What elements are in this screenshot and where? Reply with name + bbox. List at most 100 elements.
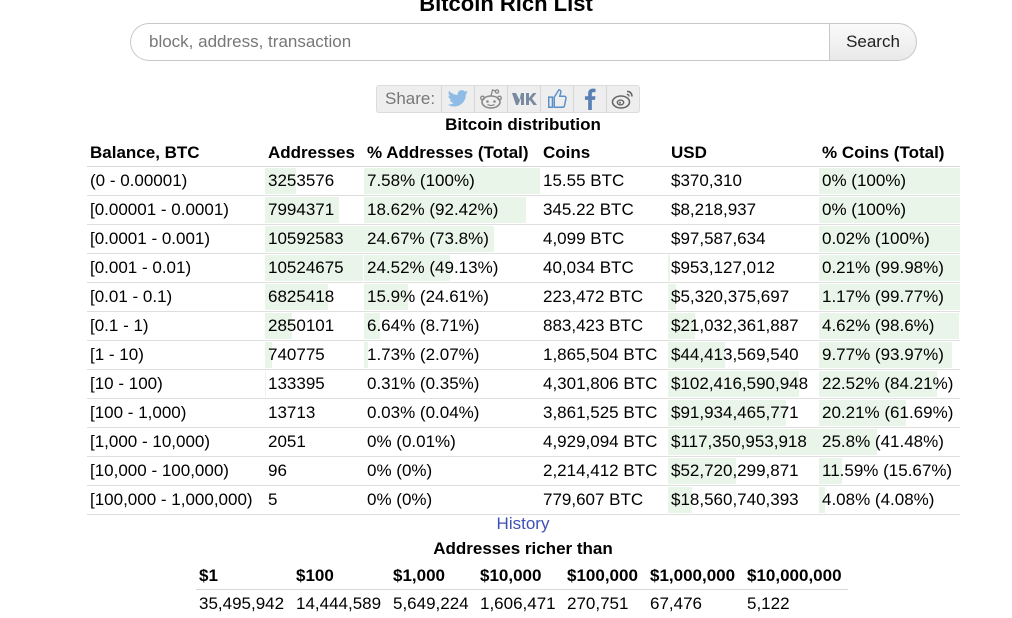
header-pct-addresses: % Addresses (Total) xyxy=(364,139,540,167)
addresses-cell-text: 10524675 xyxy=(268,258,344,277)
pct-addresses-cell: 0% (0%) xyxy=(364,457,540,486)
pct-addresses-cell: 15.9% (24.61%) xyxy=(364,283,540,312)
usd-cell-text: $18,560,740,393 xyxy=(671,490,799,509)
usd-cell: $97,587,634 xyxy=(668,225,819,254)
pct-addresses-cell-text: 0% (0%) xyxy=(367,490,432,509)
coins-cell: 4,929,094 BTC xyxy=(540,428,668,457)
coins-cell: 345.22 BTC xyxy=(540,196,668,225)
like-icon[interactable] xyxy=(540,86,573,112)
usd-cell-text: $21,032,361,887 xyxy=(671,316,799,335)
search-input[interactable] xyxy=(130,23,829,61)
addresses-cell: 5 xyxy=(265,486,364,515)
richer-header: $100,000 xyxy=(564,563,647,590)
twitter-icon[interactable] xyxy=(441,86,474,112)
coins-cell: 15.55 BTC xyxy=(540,167,668,196)
balance-cell: [100,000 - 1,000,000) xyxy=(87,486,265,515)
balance-cell: [0.0001 - 0.001) xyxy=(87,225,265,254)
richer-value: 67,476 xyxy=(647,590,744,618)
pct-addresses-cell: 0.03% (0.04%) xyxy=(364,399,540,428)
addresses-cell-text: 133395 xyxy=(268,374,325,393)
usd-cell: $8,218,937 xyxy=(668,196,819,225)
coins-cell: 779,607 BTC xyxy=(540,486,668,515)
coins-cell-text: 883,423 BTC xyxy=(543,316,643,335)
pct-coins-cell-text: 4.62% (98.6%) xyxy=(822,316,934,335)
coins-cell: 4,301,806 BTC xyxy=(540,370,668,399)
addresses-cell: 7994371 xyxy=(265,196,364,225)
share-bar: Share: xyxy=(376,85,640,113)
distribution-caption: Bitcoin distribution xyxy=(0,115,1012,135)
pct-addresses-cell: 24.67% (73.8%) xyxy=(364,225,540,254)
balance-cell-text: [1,000 - 10,000) xyxy=(90,432,210,451)
pct-addresses-cell: 7.58% (100%) xyxy=(364,167,540,196)
coins-cell-text: 779,607 BTC xyxy=(543,490,643,509)
addresses-cell-text: 5 xyxy=(268,490,277,509)
usd-cell: $18,560,740,393 xyxy=(668,486,819,515)
pct-addresses-cell-text: 1.73% (2.07%) xyxy=(367,345,479,364)
usd-cell: $44,413,569,540 xyxy=(668,341,819,370)
usd-cell-text: $52,720,299,871 xyxy=(671,461,799,480)
coins-cell: 4,099 BTC xyxy=(540,225,668,254)
addresses-cell-text: 7994371 xyxy=(268,200,334,219)
balance-cell-text: [0.0001 - 0.001) xyxy=(90,229,210,248)
addresses-cell-text: 2051 xyxy=(268,432,306,451)
coins-cell-text: 15.55 BTC xyxy=(543,171,624,190)
usd-cell-text: $97,587,634 xyxy=(671,229,766,248)
richer-value: 35,495,942 xyxy=(196,590,293,618)
share-bar-fill xyxy=(265,371,266,397)
pct-coins-cell-text: 22.52% (84.21%) xyxy=(822,374,953,393)
pct-coins-cell-text: 0% (100%) xyxy=(822,171,906,190)
pct-coins-cell: 25.8% (41.48%) xyxy=(819,428,960,457)
richer-row: 35,495,942 14,444,589 5,649,224 1,606,47… xyxy=(196,590,848,618)
pct-coins-cell: 0.02% (100%) xyxy=(819,225,960,254)
pct-coins-cell-text: 20.21% (61.69%) xyxy=(822,403,953,422)
usd-cell-text: $370,310 xyxy=(671,171,742,190)
pct-coins-cell-text: 0.02% (100%) xyxy=(822,229,930,248)
addresses-cell-text: 96 xyxy=(268,461,287,480)
weibo-icon[interactable] xyxy=(606,86,639,112)
pct-addresses-cell-text: 7.58% (100%) xyxy=(367,171,475,190)
richer-table: $1 $100 $1,000 $10,000 $100,000 $1,000,0… xyxy=(196,563,848,618)
pct-addresses-cell: 18.62% (92.42%) xyxy=(364,196,540,225)
richer-value: 1,606,471 xyxy=(477,590,564,618)
pct-coins-cell-text: 0% (100%) xyxy=(822,200,906,219)
addresses-cell: 133395 xyxy=(265,370,364,399)
richer-value: 14,444,589 xyxy=(293,590,390,618)
reddit-icon[interactable] xyxy=(474,86,507,112)
header-pct-coins: % Coins (Total) xyxy=(819,139,960,167)
usd-cell: $370,310 xyxy=(668,167,819,196)
pct-addresses-cell-text: 0% (0%) xyxy=(367,461,432,480)
addresses-cell-text: 6825418 xyxy=(268,287,334,306)
balance-cell-text: [0.01 - 0.1) xyxy=(90,287,172,306)
share-bar-fill xyxy=(668,255,670,281)
page-title: Bitcoin Rich List xyxy=(0,0,1012,16)
balance-cell: [1,000 - 10,000) xyxy=(87,428,265,457)
header-balance: Balance, BTC xyxy=(87,139,265,167)
coins-cell: 883,423 BTC xyxy=(540,312,668,341)
coins-cell-text: 4,099 BTC xyxy=(543,229,624,248)
vk-icon[interactable] xyxy=(507,86,540,112)
richer-header: $1,000,000 xyxy=(647,563,744,590)
pct-coins-cell: 0% (100%) xyxy=(819,167,960,196)
addresses-cell: 96 xyxy=(265,457,364,486)
pct-addresses-cell: 0.31% (0.35%) xyxy=(364,370,540,399)
addresses-cell-text: 740775 xyxy=(268,345,325,364)
search-button[interactable]: Search xyxy=(829,23,917,61)
coins-cell-text: 4,929,094 BTC xyxy=(543,432,657,451)
usd-cell-text: $953,127,012 xyxy=(671,258,775,277)
addresses-cell-text: 2850101 xyxy=(268,316,334,335)
addresses-cell: 2051 xyxy=(265,428,364,457)
usd-cell: $953,127,012 xyxy=(668,254,819,283)
usd-cell-text: $117,350,953,918 xyxy=(671,432,807,451)
history-link[interactable]: History xyxy=(0,514,1012,534)
balance-cell: [0.001 - 0.01) xyxy=(87,254,265,283)
pct-addresses-cell-text: 15.9% (24.61%) xyxy=(367,287,489,306)
coins-cell: 2,214,412 BTC xyxy=(540,457,668,486)
facebook-icon[interactable] xyxy=(573,86,606,112)
usd-cell: $91,934,465,771 xyxy=(668,399,819,428)
coins-cell-text: 345.22 BTC xyxy=(543,200,634,219)
